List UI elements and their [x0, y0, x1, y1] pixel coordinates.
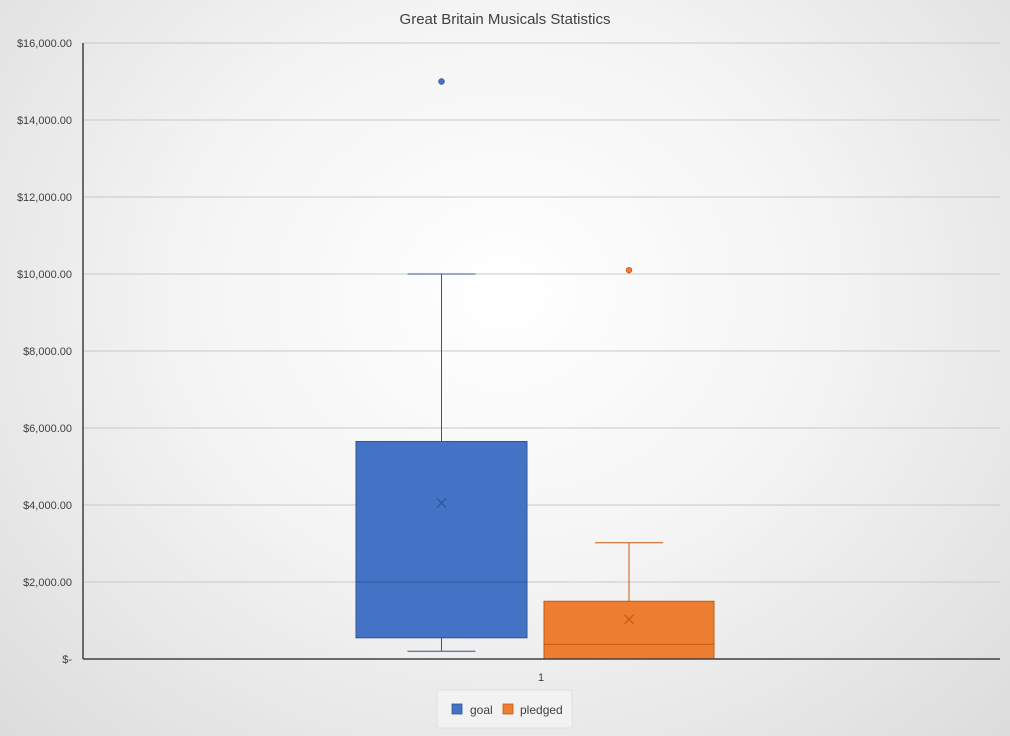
legend-swatch-goal [451, 703, 463, 715]
y-tick-label: $6,000.00 [23, 423, 72, 435]
gridlines [83, 42, 1000, 583]
y-tick-label: $4,000.00 [23, 500, 72, 512]
y-tick-label: $- [62, 654, 72, 666]
box-goal [355, 78, 528, 652]
legend-swatch-pledged [502, 703, 514, 715]
legend-label-goal: goal [470, 703, 493, 717]
legend-label-pledged: pledged [520, 703, 563, 717]
y-tick-label: $8,000.00 [23, 346, 72, 358]
y-tick-label: $2,000.00 [23, 577, 72, 589]
legend: goal pledged [436, 689, 573, 729]
y-axis: $- $2,000.00 $4,000.00 $6,000.00 $8,000.00 $1… [17, 38, 84, 666]
mean-marker [436, 498, 447, 508]
y-tick-label: $16,000.00 [17, 38, 72, 50]
plot-area [355, 78, 715, 660]
box-iqr [543, 600, 715, 660]
outlier-point [438, 78, 445, 85]
y-tick-label: $12,000.00 [17, 192, 72, 204]
y-tick-label: $14,000.00 [17, 115, 72, 127]
mean-marker [624, 614, 634, 625]
outlier-point [625, 266, 633, 274]
x-tick-label: 1 [538, 672, 544, 684]
x-axis: 1 [83, 658, 1000, 684]
chart-title: Great Britain Musicals Statistics [400, 11, 611, 28]
box-pledged [543, 266, 715, 660]
y-tick-label: $10,000.00 [17, 269, 72, 281]
box-iqr [355, 440, 528, 639]
